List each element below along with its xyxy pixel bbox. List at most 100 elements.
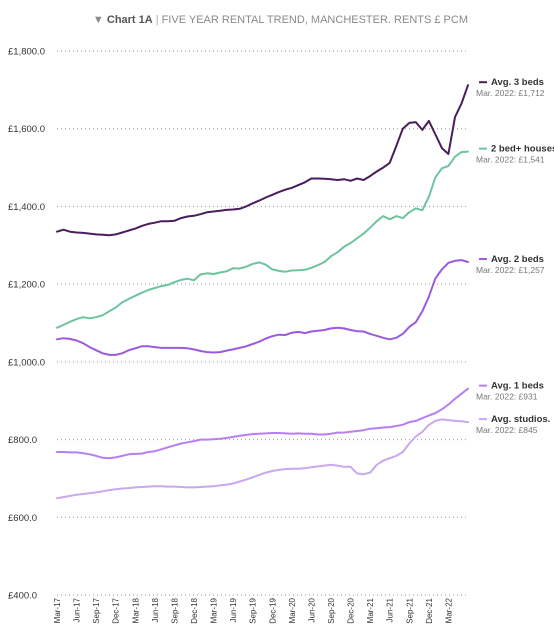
x-tick-label: Sep-17 — [92, 597, 101, 623]
data-point — [56, 451, 58, 453]
data-point — [69, 231, 71, 233]
x-tick-label: Dec-19 — [268, 597, 277, 623]
x-tick-label: Mar-22 — [444, 597, 453, 623]
data-point — [141, 345, 143, 347]
collapse-arrow-icon[interactable]: ▼ — [92, 14, 104, 26]
data-point — [258, 433, 260, 435]
data-point — [95, 349, 97, 351]
data-point — [193, 440, 195, 442]
data-point — [193, 348, 195, 350]
data-point — [147, 223, 149, 225]
data-point — [265, 196, 267, 199]
data-point — [121, 455, 123, 457]
legend-series-value: Mar. 2022: £1,257 — [476, 265, 545, 275]
data-point — [206, 351, 208, 353]
data-point — [167, 220, 169, 222]
data-point — [343, 327, 345, 329]
data-point — [82, 316, 84, 318]
data-point — [167, 446, 169, 448]
series-2 — [56, 259, 469, 356]
data-point — [121, 301, 123, 303]
data-point — [62, 451, 65, 453]
data-point — [297, 184, 299, 186]
data-point — [363, 330, 365, 333]
data-point — [206, 272, 208, 274]
data-point — [310, 466, 312, 468]
data-point — [252, 476, 254, 478]
series-3 — [56, 387, 469, 460]
data-point — [447, 153, 449, 155]
data-point — [154, 287, 156, 289]
legend-series-value: Mar. 2022: £845 — [476, 425, 538, 435]
data-point — [62, 324, 65, 326]
data-point — [382, 460, 384, 462]
data-point — [402, 424, 404, 426]
data-point — [284, 271, 286, 273]
data-point — [291, 433, 293, 435]
data-point — [226, 484, 228, 486]
data-point — [121, 487, 123, 490]
data-point — [265, 337, 267, 340]
data-point — [336, 179, 339, 181]
data-point — [434, 133, 436, 136]
data-point — [415, 207, 417, 209]
data-point — [415, 420, 417, 422]
data-point — [382, 426, 384, 429]
data-point — [284, 468, 286, 470]
data-point — [252, 202, 254, 204]
data-point — [291, 332, 293, 334]
data-point — [160, 285, 162, 287]
data-point — [56, 338, 58, 340]
data-point — [323, 178, 326, 180]
data-point — [291, 187, 293, 189]
data-point — [460, 259, 463, 261]
data-point — [180, 486, 182, 488]
data-point — [460, 420, 463, 422]
data-point — [82, 342, 84, 344]
data-point — [102, 490, 104, 492]
data-point — [115, 306, 117, 309]
data-point — [310, 330, 312, 333]
data-point — [69, 338, 71, 340]
data-point — [323, 329, 326, 331]
data-point — [232, 482, 234, 485]
data-point — [258, 474, 260, 476]
legend-series-value: Mar. 2022: £1,541 — [476, 155, 545, 165]
data-point — [219, 210, 221, 212]
data-point — [56, 497, 58, 499]
y-tick-label: £400.0 — [8, 591, 37, 602]
data-point — [89, 346, 91, 348]
data-point — [226, 350, 228, 352]
legend-series-name: Avg. 1 beds — [491, 381, 544, 392]
data-point — [336, 465, 339, 467]
series-line — [56, 418, 469, 500]
data-point — [82, 232, 84, 234]
data-point — [434, 277, 436, 279]
x-tick-label: Jun-17 — [73, 597, 82, 622]
data-point — [317, 465, 319, 467]
data-point — [304, 332, 306, 334]
data-point — [428, 120, 430, 122]
data-point — [167, 284, 169, 286]
data-point — [317, 177, 319, 180]
x-tick-label: Dec-17 — [112, 597, 121, 623]
data-point — [389, 338, 391, 340]
data-point — [128, 453, 130, 455]
data-point — [428, 196, 430, 198]
series-0 — [56, 84, 469, 237]
x-tick-label: Mar-17 — [53, 597, 62, 623]
data-point — [363, 233, 365, 235]
legend-series-name: Avg. studios. — [491, 414, 550, 425]
data-point — [226, 270, 228, 272]
data-point — [226, 209, 228, 211]
data-point — [193, 279, 195, 281]
data-point — [343, 246, 345, 248]
data-point — [350, 466, 352, 468]
data-point — [82, 493, 84, 495]
data-point — [206, 211, 208, 213]
data-point — [415, 321, 417, 323]
data-point — [297, 331, 299, 333]
data-point — [447, 419, 449, 421]
